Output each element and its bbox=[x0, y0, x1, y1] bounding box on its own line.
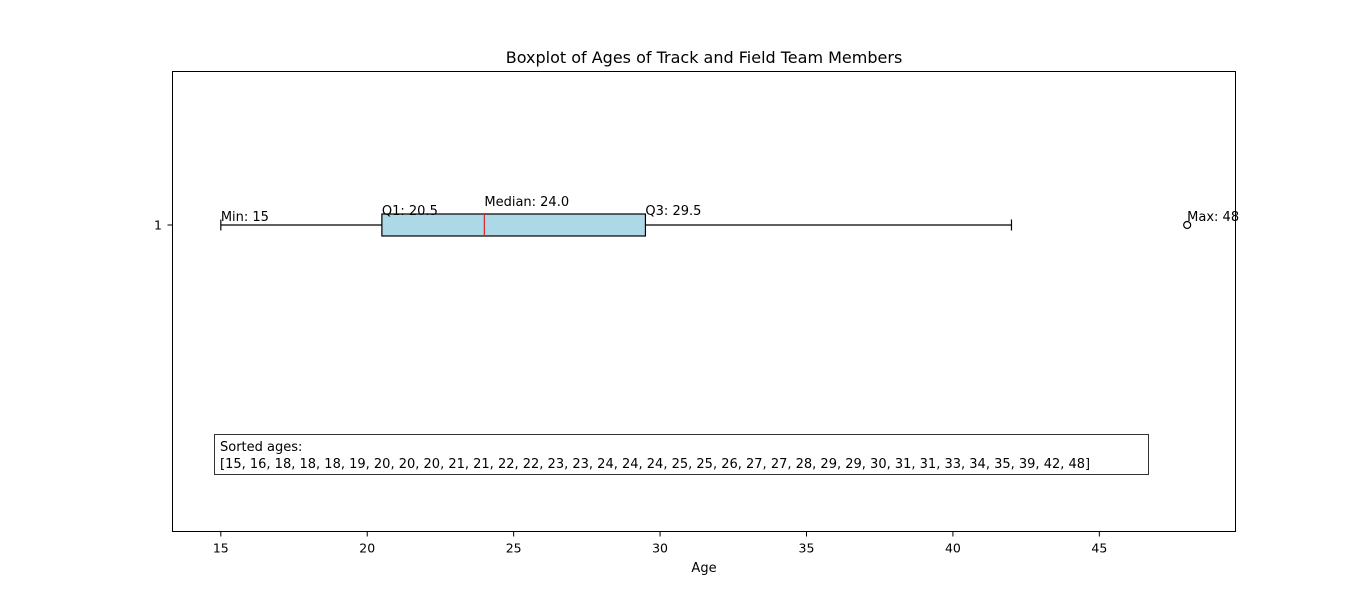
x-tick-label: 25 bbox=[506, 541, 522, 556]
outliers bbox=[1183, 220, 1192, 230]
outlier-point bbox=[1183, 220, 1192, 230]
annotation-median: Median: 24.0 bbox=[484, 195, 569, 210]
annotation-q3: Q3: 29.5 bbox=[645, 204, 701, 219]
iqr-box bbox=[381, 213, 647, 237]
x-tick-label: 40 bbox=[945, 541, 961, 556]
annotation-min: Min: 15 bbox=[221, 210, 269, 225]
x-tick-label: 30 bbox=[652, 541, 668, 556]
y-tick-1: 1 bbox=[154, 218, 173, 233]
x-tick-label: 20 bbox=[359, 541, 375, 556]
x-axis-ticks: 15 20 25 30 35 40 45 bbox=[213, 531, 1107, 556]
annotation-q1: Q1: 20.5 bbox=[382, 204, 438, 219]
x-tick-label: 45 bbox=[1091, 541, 1107, 556]
sorted-ages-values: [15, 16, 18, 18, 18, 19, 20, 20, 20, 21,… bbox=[220, 457, 1090, 472]
plot-frame bbox=[172, 71, 1236, 532]
x-axis-label: Age bbox=[691, 561, 716, 576]
sorted-ages-label: Sorted ages: bbox=[220, 440, 302, 455]
x-tick-label: 35 bbox=[799, 541, 815, 556]
sorted-ages-frame bbox=[214, 434, 1149, 475]
sorted-ages-box: Sorted ages: [15, 16, 18, 18, 18, 19, 20… bbox=[214, 434, 1149, 475]
y-tick-label: 1 bbox=[154, 218, 162, 233]
x-tick-label: 15 bbox=[213, 541, 229, 556]
chart-title: Boxplot of Ages of Track and Field Team … bbox=[506, 48, 903, 67]
annotation-max: Max: 48 bbox=[1187, 210, 1239, 225]
